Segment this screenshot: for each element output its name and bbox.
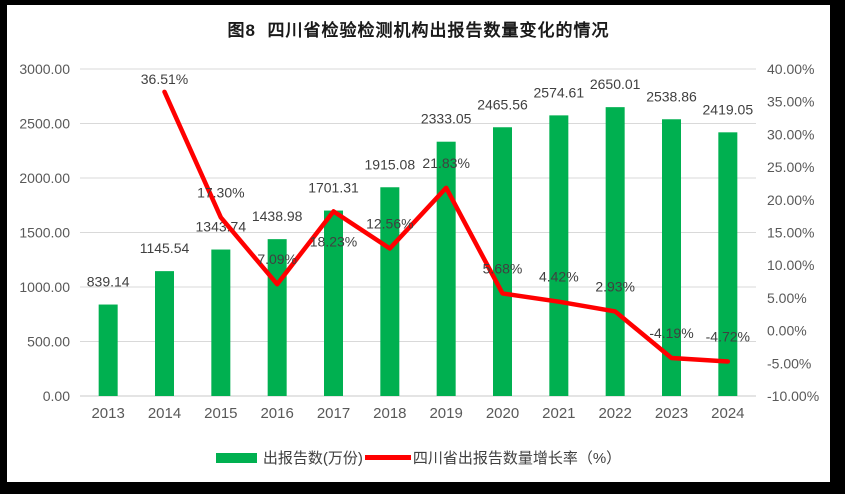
bar-label-2023: 2538.86 bbox=[646, 88, 697, 104]
x-axis-label: 2014 bbox=[148, 405, 181, 422]
chart-panel: 图8 四川省检验检测机构出报告数量变化的情况 3000.00 2500.00 200… bbox=[7, 5, 830, 482]
legend-line-label: 四川省出报告数量增长率（%） bbox=[412, 450, 622, 467]
right-axis-tick: 30.00% bbox=[767, 126, 814, 142]
growth-rate-line bbox=[162, 89, 731, 364]
bar-label-2019: 2333.05 bbox=[421, 111, 472, 127]
legend-bar-swatch-icon bbox=[215, 452, 257, 463]
bar-label-2020: 2465.56 bbox=[477, 96, 528, 112]
right-axis-tick: -10.00% bbox=[767, 388, 819, 404]
x-axis-label: 2018 bbox=[373, 405, 406, 422]
line-label-2023: -4.19% bbox=[649, 325, 693, 341]
right-axis-tick: -5.00% bbox=[767, 355, 811, 371]
right-axis-tick: 10.00% bbox=[767, 257, 814, 273]
bar-2023 bbox=[662, 119, 681, 397]
right-axis-tick: 35.00% bbox=[767, 94, 814, 110]
line-label-2024: -4.72% bbox=[706, 328, 750, 344]
bar-2019 bbox=[436, 141, 456, 396]
bar-2015 bbox=[211, 249, 231, 396]
bar-label-2022: 2650.01 bbox=[590, 76, 641, 92]
x-axis-label: 2022 bbox=[598, 405, 631, 422]
bar-2014 bbox=[155, 271, 174, 396]
chart-title: 图8 四川省检验检测机构出报告数量变化的情况 bbox=[227, 21, 610, 40]
chart-canvas: 3000.00 2500.00 2000.00 1500.00 1000.00 500.0… bbox=[19, 61, 819, 422]
x-axis-label: 2024 bbox=[711, 405, 744, 422]
left-axis-tick: 3000.00 bbox=[19, 61, 70, 77]
bar-2024 bbox=[718, 132, 738, 396]
left-axis-tick: 0.00 bbox=[43, 388, 70, 404]
x-axis-label: 2019 bbox=[429, 405, 462, 422]
right-axis-tick: 40.00% bbox=[767, 61, 814, 77]
line-label-2014: 36.51% bbox=[141, 71, 188, 87]
bar-2017 bbox=[324, 210, 343, 396]
legend-line-swatch-icon bbox=[364, 455, 411, 460]
right-axis-tick: 5.00% bbox=[767, 290, 807, 306]
bar-label-2017: 1701.31 bbox=[308, 180, 359, 196]
x-axis-label: 2021 bbox=[542, 405, 575, 422]
line-label-2021: 4.42% bbox=[539, 269, 579, 285]
x-axis-label: 2013 bbox=[91, 405, 124, 422]
left-axis-tick: 500.00 bbox=[27, 334, 70, 350]
line-label-2017: 18.23% bbox=[310, 233, 357, 249]
left-axis-tick: 2000.00 bbox=[19, 170, 70, 186]
x-axis-label: 2016 bbox=[260, 405, 293, 422]
right-axis-tick: 15.00% bbox=[767, 225, 814, 241]
bar-2022 bbox=[605, 107, 625, 396]
left-axis-tick: 1000.00 bbox=[19, 279, 70, 295]
x-axis-label: 2015 bbox=[204, 405, 237, 422]
bar-2013 bbox=[98, 304, 118, 396]
bar-2018 bbox=[380, 187, 400, 396]
bar-label-2014: 1145.54 bbox=[140, 240, 190, 256]
left-axis-tick: 2500.00 bbox=[19, 116, 70, 132]
legend-bar-label: 出报告数(万份) bbox=[262, 450, 363, 467]
line-label-2016: 7.09% bbox=[257, 251, 297, 267]
bar-label-2024: 2419.05 bbox=[703, 101, 754, 117]
bar-label-2013: 839.14 bbox=[87, 274, 130, 290]
bar-label-2018: 1915.08 bbox=[365, 156, 416, 172]
line-label-2015: 17.30% bbox=[197, 184, 244, 200]
legend: 出报告数(万份) 四川省出报告数量增长率（%） bbox=[7, 447, 830, 468]
left-axis-tick: 1500.00 bbox=[19, 225, 70, 241]
x-axis-label: 2017 bbox=[317, 405, 350, 422]
bar-2020 bbox=[493, 127, 512, 396]
line-label-2018: 12.56% bbox=[366, 215, 413, 231]
x-axis-label: 2020 bbox=[486, 405, 519, 422]
right-axis-tick: 0.00% bbox=[767, 323, 807, 339]
bar-label-2016: 1438.98 bbox=[252, 208, 303, 224]
line-label-2020: 5.68% bbox=[483, 260, 523, 276]
x-axis-label: 2023 bbox=[655, 405, 688, 422]
line-label-2019: 21.83% bbox=[422, 155, 469, 171]
bar-label-2021: 2574.61 bbox=[534, 84, 585, 100]
line-label-2022: 2.93% bbox=[595, 278, 635, 294]
bar-2021 bbox=[549, 115, 569, 397]
right-axis-tick: 25.00% bbox=[767, 159, 814, 175]
right-axis-tick: 20.00% bbox=[767, 192, 814, 208]
